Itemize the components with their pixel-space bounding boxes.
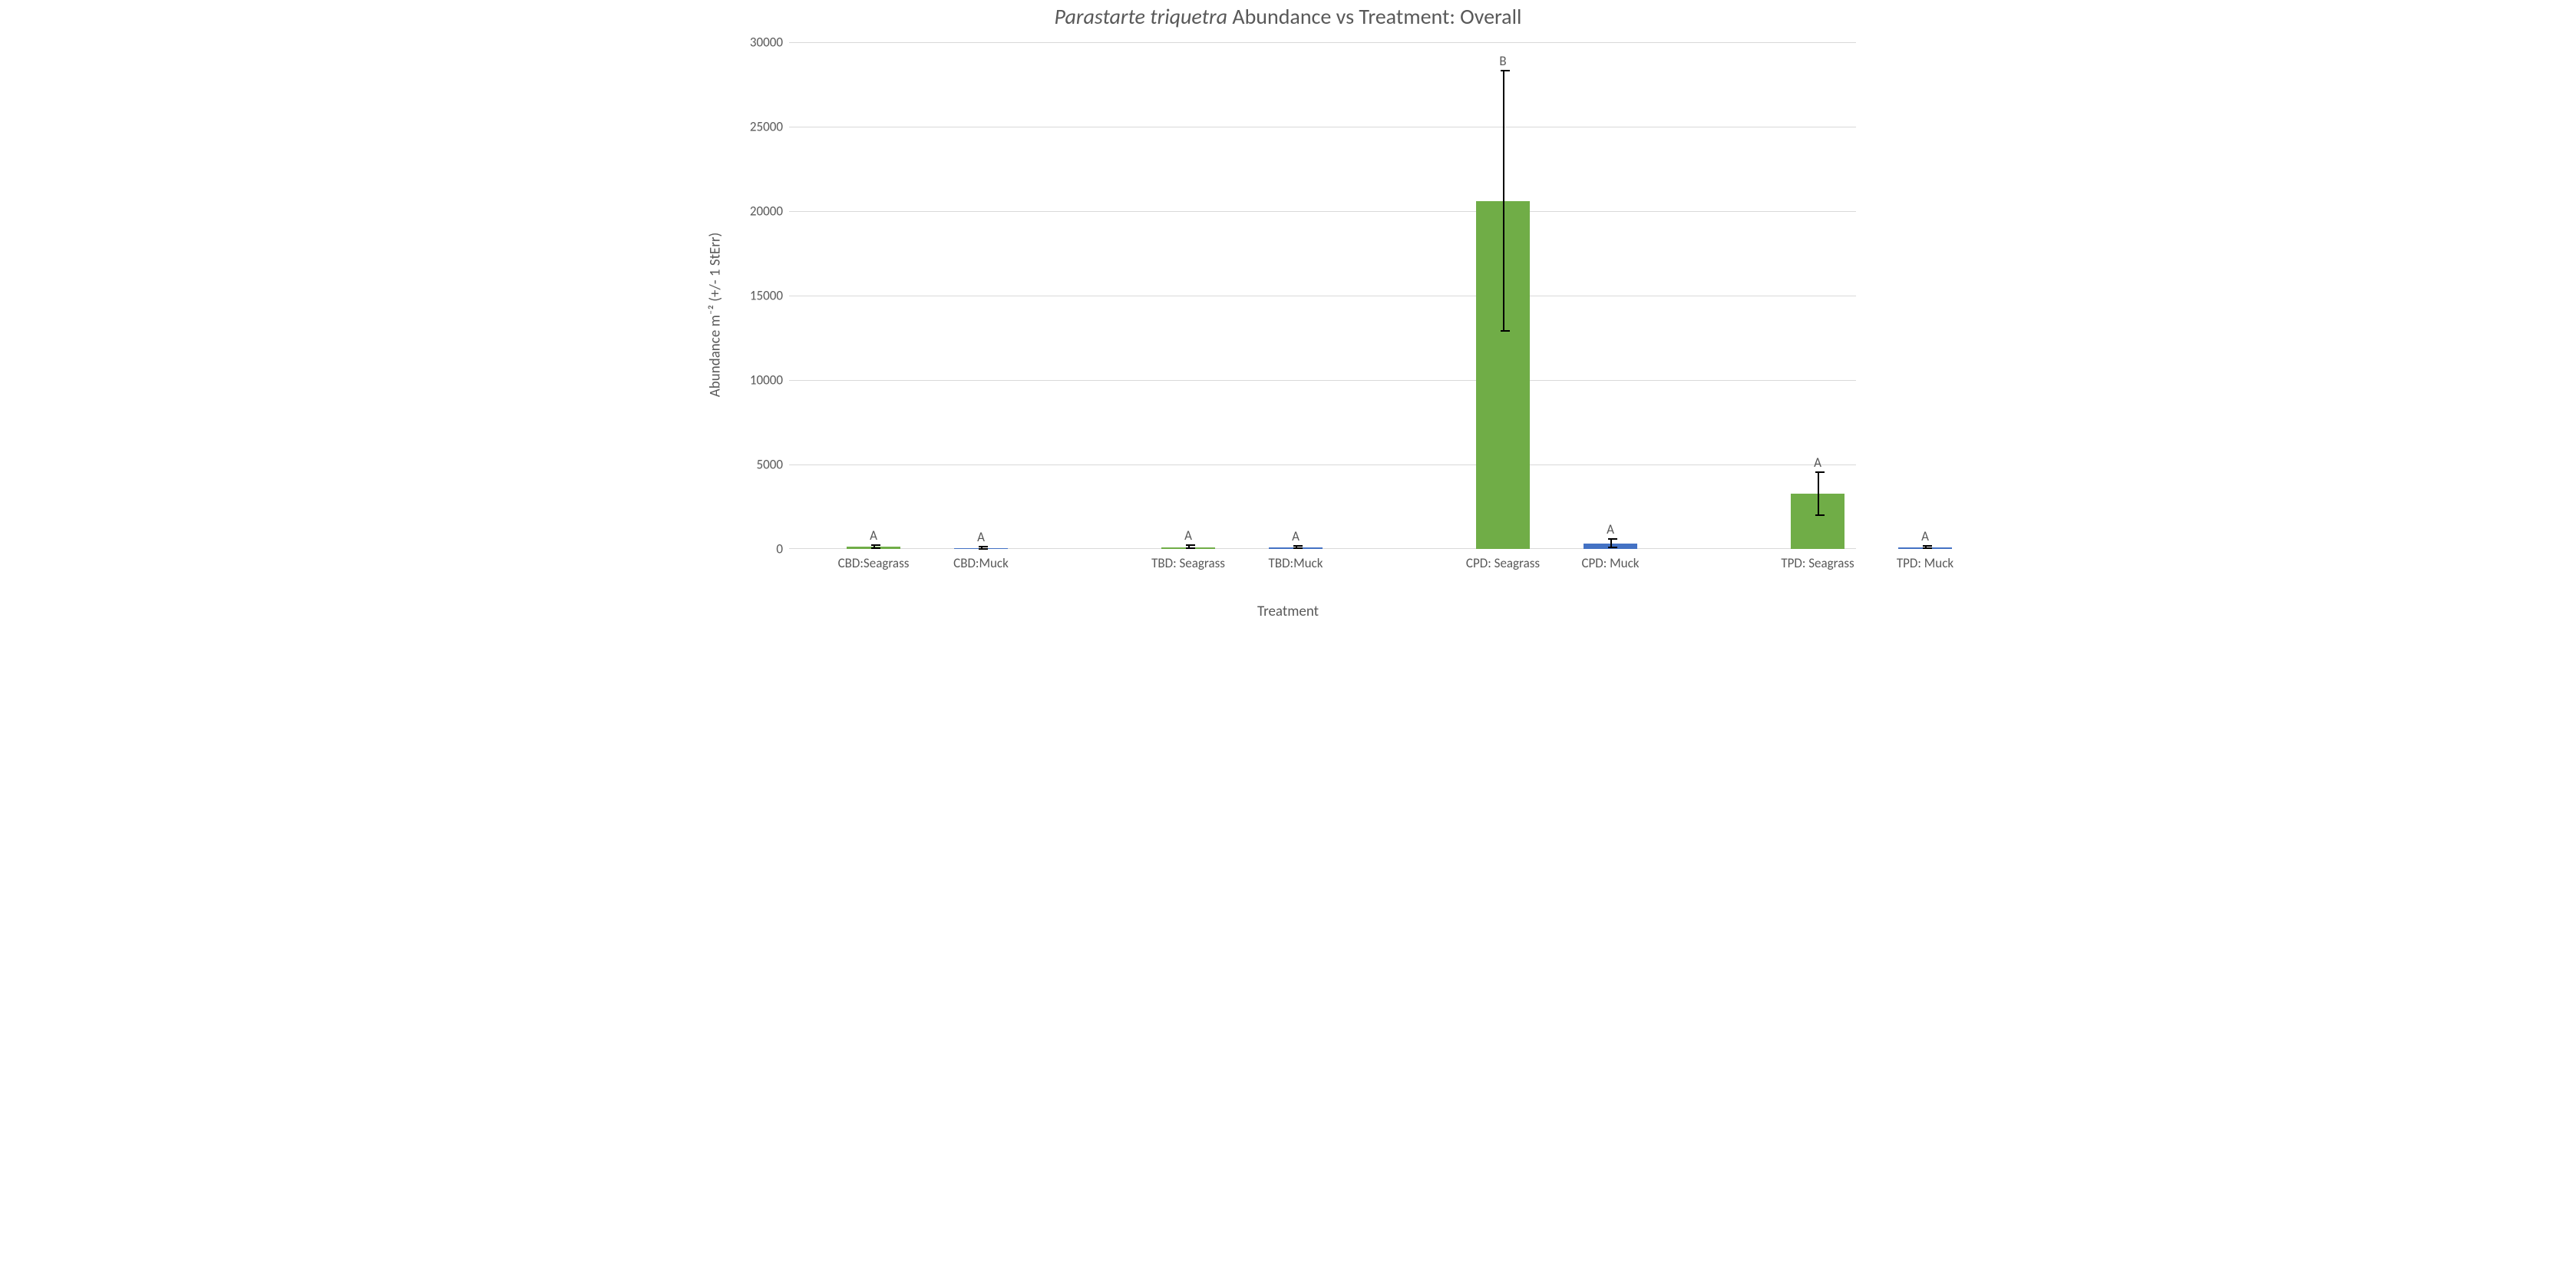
gridline (789, 464, 1856, 465)
error-bar (1296, 546, 1297, 549)
x-tick-label: CPD: Muck (1581, 555, 1639, 571)
x-tick-label: TBD:Muck (1269, 555, 1323, 571)
significance-label: A (1607, 521, 1614, 537)
significance-label: A (1814, 455, 1821, 471)
error-bar (1503, 71, 1504, 331)
significance-label: A (1292, 528, 1300, 544)
chart-title-italic-species: Parastarte triquetra (1055, 3, 1228, 30)
y-tick-label: 20000 (750, 203, 783, 220)
y-tick-label: 10000 (750, 372, 783, 388)
error-bar (981, 547, 983, 549)
y-axis-label: Abundance m⁻² (+/- 1 StErr) (707, 233, 725, 397)
x-axis-label: Treatment (705, 603, 1871, 620)
significance-label: A (1184, 527, 1192, 544)
error-bar (1610, 539, 1612, 547)
y-tick-label: 30000 (750, 35, 783, 51)
significance-label: B (1499, 53, 1506, 69)
gridline (789, 380, 1856, 381)
x-tick-label: TPD: Seagrass (1781, 555, 1854, 571)
x-tick-label: CBD:Seagrass (838, 555, 910, 571)
x-tick-label: TPD: Muck (1897, 555, 1953, 571)
error-bar (1188, 545, 1190, 548)
error-bar (1818, 472, 1819, 515)
gridline (789, 42, 1856, 43)
significance-label: A (977, 529, 985, 545)
error-bar (874, 545, 875, 548)
significance-label: A (870, 527, 877, 544)
significance-label: A (1921, 528, 1929, 544)
chart-container: Parastarte triquetra Abundance vs Treatm… (705, 0, 1871, 630)
x-tick-label: CPD: Seagrass (1466, 555, 1540, 571)
y-tick-label: 25000 (750, 119, 783, 135)
plot-area: 050001000015000200002500030000ACBD:Seagr… (789, 42, 1856, 549)
chart-title: Parastarte triquetra Abundance vs Treatm… (705, 3, 1871, 30)
x-tick-label: CBD:Muck (953, 555, 1009, 571)
x-axis-baseline (789, 548, 1856, 549)
x-tick-label: TBD: Seagrass (1151, 555, 1225, 571)
gridline (789, 211, 1856, 212)
chart-title-rest: Abundance vs Treatment: Overall (1227, 3, 1521, 30)
y-tick-label: 5000 (757, 457, 783, 473)
error-bar (1925, 546, 1927, 549)
y-tick-label: 15000 (750, 288, 783, 304)
y-tick-label: 0 (776, 541, 783, 557)
